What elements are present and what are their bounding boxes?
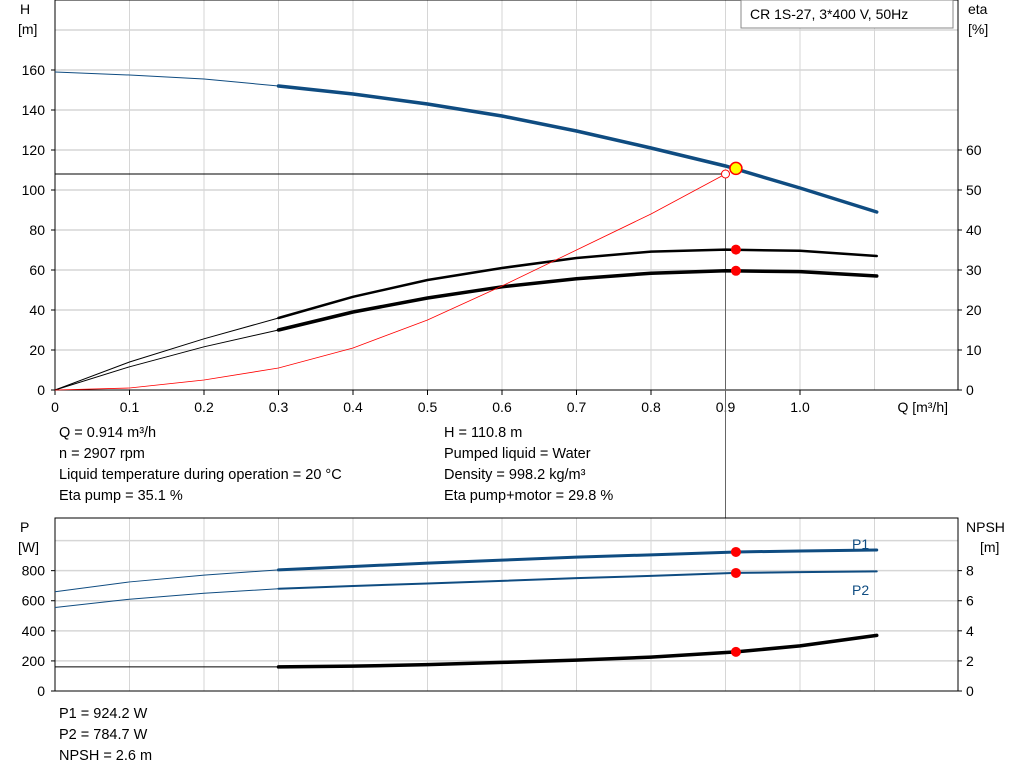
title-box (740, 0, 954, 29)
x-tick-label: 0.4 (343, 399, 363, 415)
y2-tick-label: 60 (966, 142, 982, 158)
info-head: H = 110.8 m (444, 425, 523, 441)
y-axis-label: H (20, 1, 30, 17)
x-axis-label: Q [m³/h] (897, 399, 948, 415)
y2-tick-label: 0 (966, 683, 974, 699)
plot-frame (54, 517, 959, 692)
x-tick-label: 0 (51, 399, 59, 415)
x-tick-label: 1.0 (790, 399, 810, 415)
info-density: Density = 998.2 kg/m³ (444, 467, 586, 483)
p2-curve-extrapolated (54, 588, 279, 609)
head-curve (276, 84, 879, 214)
info-temperature: Liquid temperature during operation = 20… (59, 467, 342, 483)
y2-axis-label: eta (968, 1, 988, 17)
requested-point-marker (721, 169, 730, 179)
plot-frame (54, 0, 959, 391)
info-eta-pump-motor: Eta pump+motor = 29.8 % (444, 488, 614, 504)
y-tick-label: 60 (29, 262, 45, 278)
y-tick-label: 80 (29, 222, 45, 238)
y2-tick-label: 50 (966, 182, 982, 198)
y-tick-label: 140 (22, 102, 46, 118)
p1-curve-extrapolated (54, 569, 279, 593)
eta-pump-curve (277, 248, 878, 320)
x-tick-label: 0.7 (567, 399, 587, 415)
system-curve (54, 173, 726, 391)
info-liquid: Pumped liquid = Water (444, 446, 591, 462)
p2-point (730, 567, 741, 578)
x-tick-label: 0.3 (269, 399, 289, 415)
npsh-point (730, 646, 741, 657)
eta-pump-motor-point (730, 265, 741, 276)
x-tick-label: 0.5 (418, 399, 438, 415)
p2-curve (277, 570, 878, 590)
y-tick-label: 40 (29, 302, 45, 318)
y-tick-label: 100 (22, 182, 46, 198)
y2-tick-label: 40 (966, 222, 982, 238)
duty-info-right: H = 110.8 m Pumped liquid = Water Densit… (444, 423, 613, 507)
y-axis-unit: [m] (18, 21, 37, 37)
y-tick-label: 400 (22, 623, 46, 639)
y2-tick-label: 30 (966, 262, 982, 278)
head-curve-extrapolated (54, 71, 279, 87)
p2-series-label: P2 (852, 582, 869, 598)
y-tick-label: 20 (29, 342, 45, 358)
npsh-curve (276, 633, 879, 669)
duty-point-marker (729, 161, 743, 176)
x-tick-label: 0.8 (641, 399, 661, 415)
y-tick-label: 0 (37, 382, 45, 398)
p1-point (730, 546, 741, 557)
p1-curve (277, 548, 879, 572)
y2-axis-label: NPSH (966, 519, 1005, 535)
y2-tick-label: 4 (966, 623, 974, 639)
x-tick-label: 0.2 (194, 399, 214, 415)
eta-pump-point (730, 244, 741, 255)
info-flow: Q = 0.914 m³/h (59, 425, 157, 441)
y-tick-label: 0 (37, 683, 45, 699)
eta-pump-curve-extrapolated (54, 317, 279, 391)
x-tick-label: 0.6 (492, 399, 512, 415)
y2-tick-label: 6 (966, 593, 974, 609)
y-axis-label: P (20, 519, 29, 535)
info-eta-pump: Eta pump = 35.1 % (59, 488, 183, 504)
y2-tick-label: 2 (966, 653, 974, 669)
y2-tick-label: 10 (966, 342, 982, 358)
x-tick-label: 0.1 (120, 399, 140, 415)
y-tick-label: 600 (22, 593, 46, 609)
info-p1: P1 = 924.2 W (59, 706, 148, 722)
p1-series-label: P1 (852, 536, 869, 552)
eta-pump-motor-curve (276, 269, 879, 332)
y2-axis-unit: [%] (968, 21, 988, 37)
info-speed: n = 2907 rpm (59, 446, 145, 462)
y-tick-label: 120 (22, 142, 46, 158)
power-info: P1 = 924.2 W P2 = 784.7 W NPSH = 2.6 m (59, 704, 152, 767)
y-tick-label: 160 (22, 62, 46, 78)
y2-tick-label: 8 (966, 563, 974, 579)
y2-tick-label: 0 (966, 382, 974, 398)
duty-info-left: Q = 0.914 m³/h n = 2907 rpm Liquid tempe… (59, 423, 342, 507)
y-tick-label: 200 (22, 653, 46, 669)
y2-tick-label: 20 (966, 302, 982, 318)
chart-title: CR 1S-27, 3*400 V, 50Hz (750, 6, 908, 22)
y-axis-unit: [W] (18, 539, 39, 555)
info-npsh: NPSH = 2.6 m (59, 748, 153, 764)
eta-pump-motor-curve-extrapolated (54, 329, 279, 391)
info-p2: P2 = 784.7 W (59, 727, 148, 743)
y2-axis-unit: [m] (980, 539, 999, 555)
y-tick-label: 800 (22, 563, 46, 579)
